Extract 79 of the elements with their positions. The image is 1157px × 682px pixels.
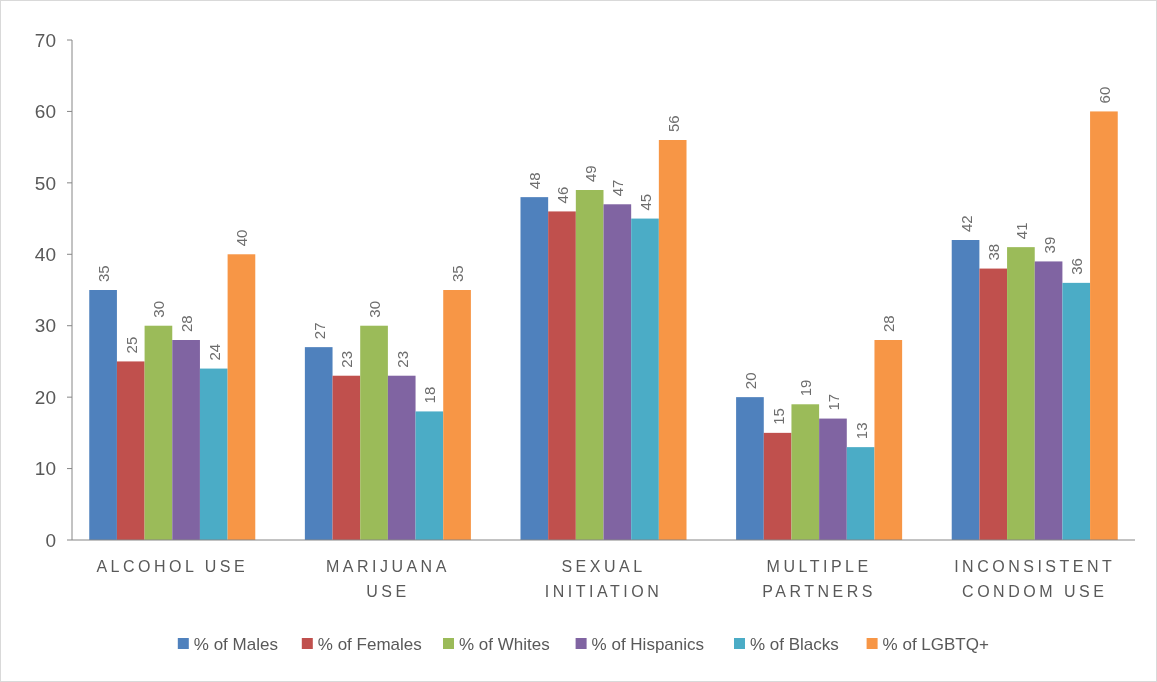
data-label: 60 xyxy=(1095,86,1113,104)
data-label: 20 xyxy=(741,372,759,390)
data-label: 27 xyxy=(310,322,328,340)
bar xyxy=(1034,261,1063,540)
bar xyxy=(520,197,549,540)
data-label: 47 xyxy=(609,179,627,197)
data-label: 36 xyxy=(1068,258,1086,275)
data-label: 15 xyxy=(769,408,787,425)
bar xyxy=(631,218,659,540)
bar xyxy=(819,418,847,540)
bar xyxy=(791,404,820,540)
data-label: 48 xyxy=(526,172,544,190)
data-label: 28 xyxy=(178,315,196,332)
data-label: 28 xyxy=(880,315,898,332)
y-tick-label: 10 xyxy=(34,458,56,480)
y-tick-label: 70 xyxy=(34,29,56,51)
bar xyxy=(846,447,875,540)
bar xyxy=(979,268,1008,540)
data-label: 30 xyxy=(150,301,168,318)
y-tick-label: 50 xyxy=(34,172,56,194)
bar xyxy=(144,325,173,540)
data-label: 45 xyxy=(637,193,655,211)
bar xyxy=(874,340,903,540)
data-label: 25 xyxy=(122,336,140,354)
x-tick-label: MARIJUANA USE xyxy=(325,558,450,600)
x-tick-label: INCONSISTENT CONDOM USE xyxy=(954,558,1116,600)
data-label: 35 xyxy=(95,265,113,282)
legend-label: % of Blacks xyxy=(750,634,839,654)
bar xyxy=(1007,247,1035,540)
data-label: 23 xyxy=(338,351,356,368)
bar xyxy=(332,375,361,540)
data-label: 24 xyxy=(205,343,223,361)
bar xyxy=(575,190,604,540)
bar xyxy=(387,375,416,540)
bar xyxy=(1062,282,1091,540)
bar xyxy=(1090,111,1118,540)
bar xyxy=(603,204,632,540)
bar xyxy=(415,411,444,540)
bar xyxy=(227,254,256,540)
bar xyxy=(736,397,764,540)
bar xyxy=(89,290,117,540)
bar xyxy=(658,140,687,540)
x-tick-label: ALCOHOL USE xyxy=(96,558,249,575)
bar xyxy=(304,347,333,540)
data-label: 49 xyxy=(581,165,599,182)
data-label: 56 xyxy=(664,115,682,132)
legend-label: % of Whites xyxy=(459,634,550,654)
data-label: 30 xyxy=(366,301,384,318)
bar xyxy=(199,368,228,540)
data-label: 19 xyxy=(797,379,815,397)
data-label: 40 xyxy=(233,229,251,247)
data-label: 42 xyxy=(957,215,975,232)
data-label: 38 xyxy=(985,243,1003,261)
x-tick-label: SEXUAL INITIATION xyxy=(544,558,663,600)
bar xyxy=(172,340,200,540)
data-label: 17 xyxy=(824,393,842,411)
data-label: 46 xyxy=(553,186,571,204)
bar xyxy=(951,240,980,540)
y-tick-label: 40 xyxy=(34,243,56,265)
data-label: 35 xyxy=(449,265,467,282)
bar xyxy=(360,325,388,540)
y-tick-label: 30 xyxy=(34,315,56,337)
data-label: 41 xyxy=(1012,222,1030,240)
data-label: 13 xyxy=(852,422,870,440)
legend-label: % of LGBTQ+ xyxy=(882,634,989,654)
data-label: 18 xyxy=(421,386,439,404)
y-tick-label: 60 xyxy=(34,101,56,123)
y-tick-label: 20 xyxy=(34,386,56,408)
legend-label: % of Females xyxy=(317,634,422,654)
x-tick-label: MULTIPLE PARTNERS xyxy=(762,558,876,600)
y-tick-label: 0 xyxy=(45,529,56,551)
bar xyxy=(443,290,471,540)
data-label: 39 xyxy=(1040,236,1058,254)
bar xyxy=(548,211,576,540)
bar xyxy=(763,432,792,540)
bar xyxy=(116,361,145,540)
legend-label: % of Hispanics xyxy=(591,634,705,654)
data-label: 23 xyxy=(393,351,411,368)
legend-label: % of Males xyxy=(193,634,278,654)
